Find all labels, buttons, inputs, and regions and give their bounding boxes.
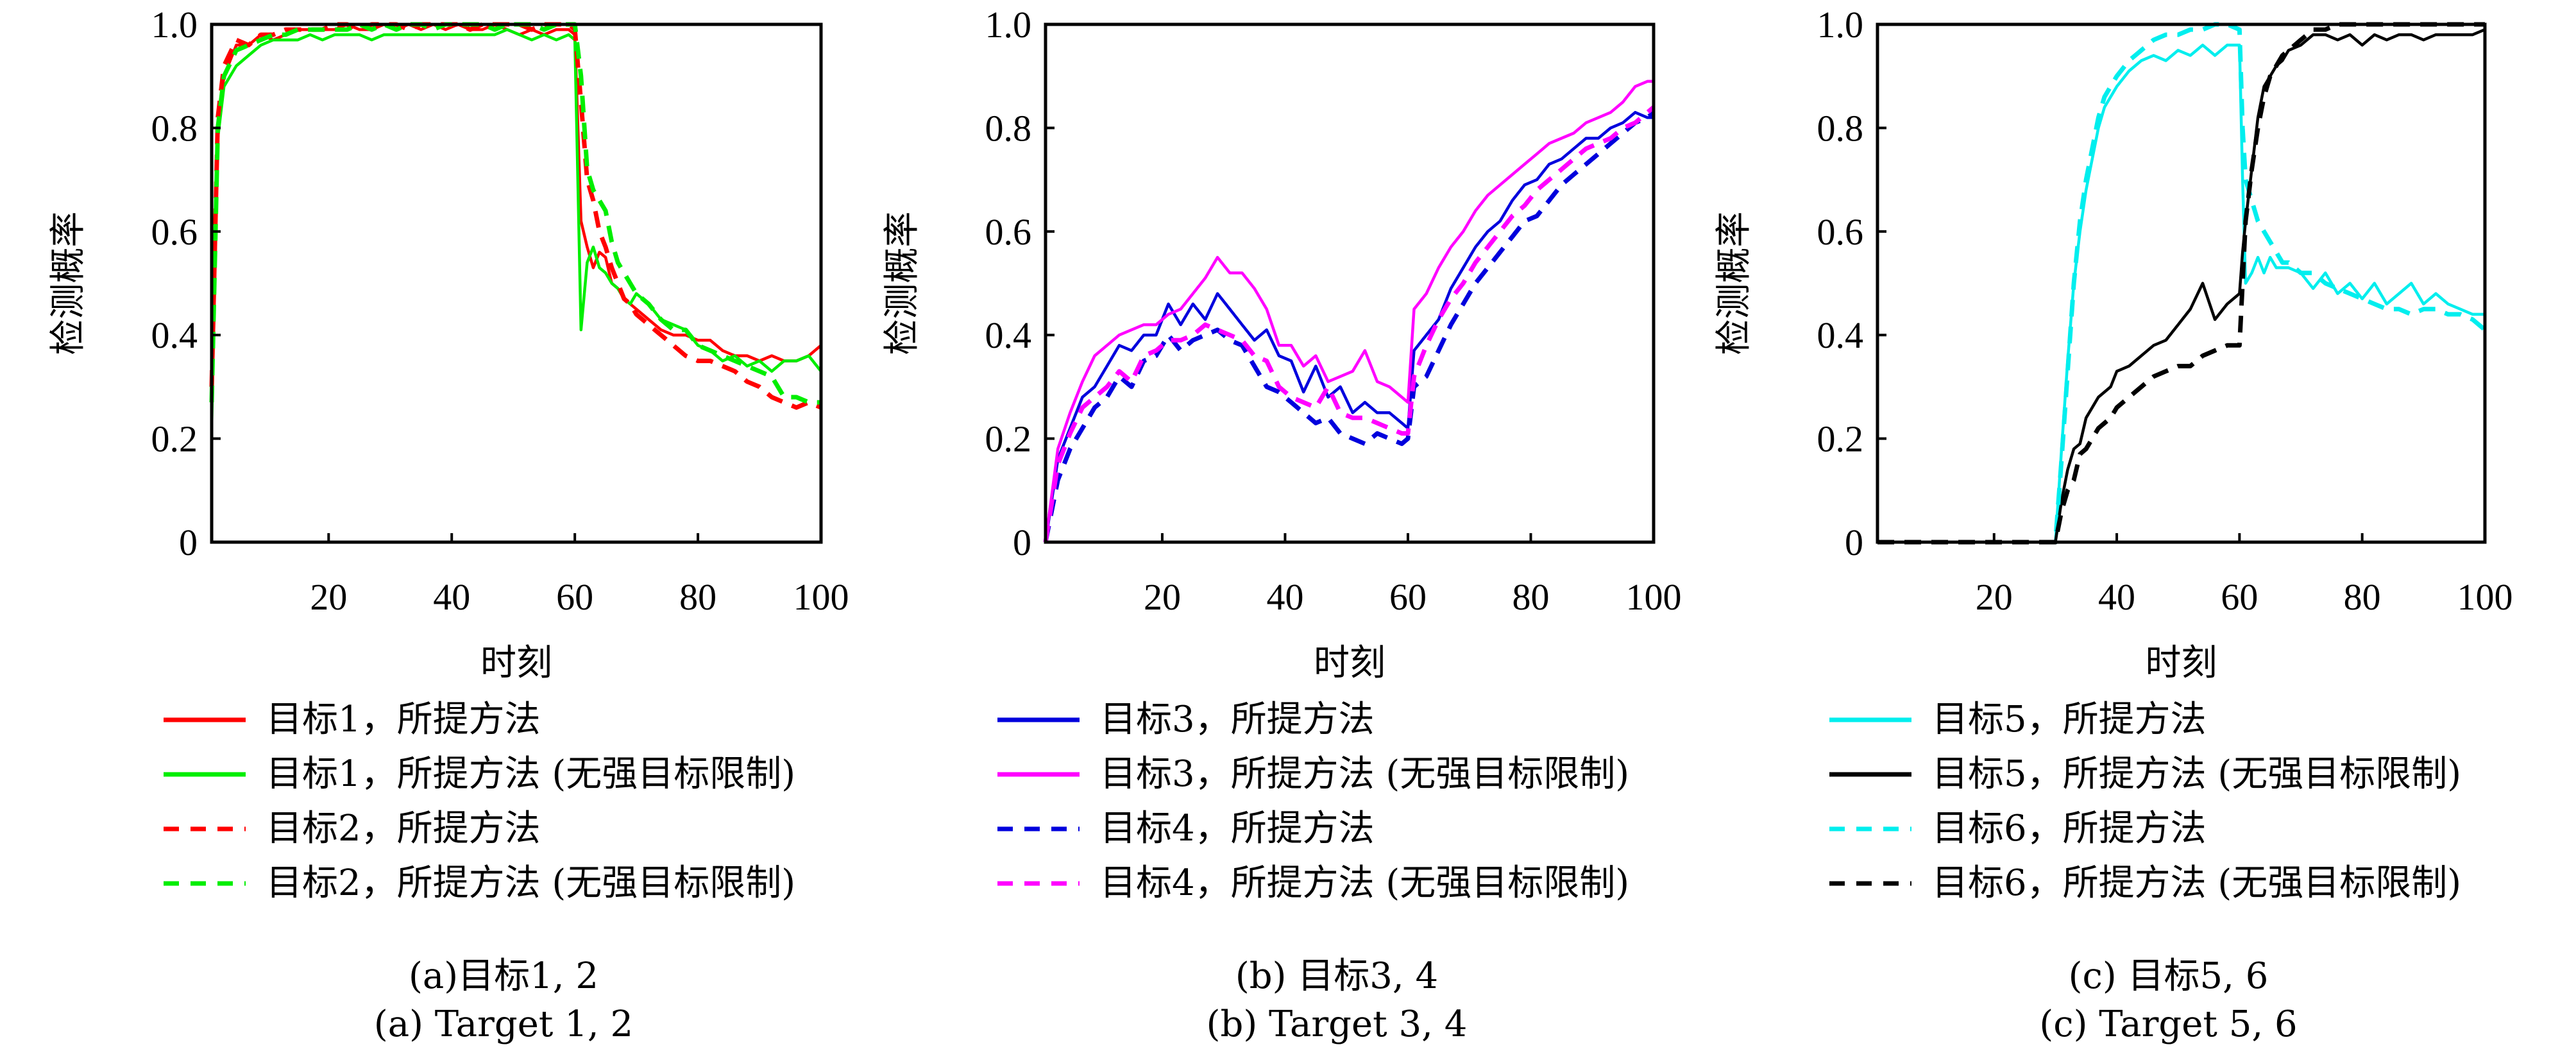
y-tick-label-b: 0 bbox=[1013, 522, 1031, 563]
panel-c: 0 0.2 0.4 0.6 0.8 1.0 20 40 60 80 100 时刻 检测概率目标5，所提方… bbox=[1713, 4, 2513, 1045]
y-axis-title-c: 检测概率 bbox=[1713, 212, 1755, 355]
caption-en-a: (a) Target 1, 2 bbox=[374, 1003, 633, 1045]
legend-label-b-2: 目标4，所提方法 bbox=[1100, 808, 1375, 849]
caption-en-b: (b) Target 3, 4 bbox=[1207, 1003, 1468, 1045]
series-line-b-2 bbox=[1043, 110, 1656, 543]
x-axis-title-a: 时刻 bbox=[480, 642, 552, 684]
x-axis-title-b: 时刻 bbox=[1314, 642, 1385, 684]
x-axis-title-c: 时刻 bbox=[2146, 642, 2217, 684]
series-line-c-1 bbox=[1877, 28, 2486, 544]
caption-cn-b: (b) 目标3, 4 bbox=[1235, 955, 1438, 997]
series-line-b-3 bbox=[1043, 105, 1656, 543]
y-axis-title-a: 检测概率 bbox=[47, 212, 89, 355]
series-line-b-1 bbox=[1044, 80, 1654, 543]
y-tick-label-c: 0.4 bbox=[1817, 314, 1864, 356]
plot-frame-b bbox=[1044, 22, 1656, 544]
x-tick-label-a: 60 bbox=[556, 576, 593, 618]
x-tick-label-c: 60 bbox=[2221, 576, 2258, 618]
x-tick-label-a: 100 bbox=[793, 576, 849, 618]
x-tick-label-b: 40 bbox=[1266, 576, 1303, 618]
plot-frame-a bbox=[210, 22, 823, 544]
y-tick-label-a: 0 bbox=[179, 522, 198, 563]
y-tick-label-c: 0.6 bbox=[1817, 211, 1864, 253]
y-tick-label-b: 0.6 bbox=[985, 211, 1032, 253]
y-tick-label-a: 0.4 bbox=[151, 314, 198, 356]
y-tick-label-a: 0.8 bbox=[151, 107, 198, 149]
legend-label-b-0: 目标3，所提方法 bbox=[1100, 699, 1375, 740]
legend-label-a-0: 目标1，所提方法 bbox=[266, 699, 541, 740]
x-tick-label-b: 20 bbox=[1144, 576, 1181, 618]
x-tick-label-b: 80 bbox=[1512, 576, 1549, 618]
y-tick-label-a: 0.6 bbox=[151, 211, 198, 253]
y-tick-label-c: 0 bbox=[1845, 522, 1863, 563]
legend-label-a-3: 目标2，所提方法 (无强目标限制) bbox=[266, 862, 795, 904]
legend-label-c-3: 目标6，所提方法 (无强目标限制) bbox=[1932, 862, 2461, 904]
series-line-b-0 bbox=[1044, 110, 1654, 543]
legend-label-c-2: 目标6，所提方法 bbox=[1932, 808, 2207, 849]
y-tick-label-b: 0.2 bbox=[985, 418, 1032, 460]
plot-frame-c bbox=[1876, 22, 2487, 544]
y-tick-label-a: 1.0 bbox=[151, 4, 198, 46]
y-tick-label-c: 0.8 bbox=[1817, 107, 1864, 149]
x-tick-label-c: 20 bbox=[1976, 576, 2013, 618]
series-line-c-0 bbox=[1877, 44, 2485, 544]
y-axis-title-b: 检测概率 bbox=[881, 212, 923, 355]
y-tick-label-c: 1.0 bbox=[1817, 4, 1864, 46]
x-tick-label-c: 100 bbox=[2457, 576, 2513, 618]
x-tick-label-b: 60 bbox=[1389, 576, 1427, 618]
legend-label-c-0: 目标5，所提方法 bbox=[1932, 699, 2207, 740]
caption-cn-a: (a)目标1, 2 bbox=[409, 955, 598, 997]
y-tick-label-b: 0.8 bbox=[985, 107, 1032, 149]
series-line-a-2 bbox=[209, 22, 822, 410]
x-tick-label-a: 20 bbox=[310, 576, 347, 618]
x-tick-label-c: 80 bbox=[2344, 576, 2381, 618]
legend-label-b-3: 目标4，所提方法 (无强目标限制) bbox=[1100, 862, 1629, 904]
x-tick-label-a: 80 bbox=[679, 576, 716, 618]
legend-label-b-1: 目标3，所提方法 (无强目标限制) bbox=[1100, 753, 1629, 795]
legend-label-a-2: 目标2，所提方法 bbox=[266, 808, 541, 849]
series-line-a-3 bbox=[209, 22, 821, 405]
x-tick-label-c: 40 bbox=[2098, 576, 2135, 618]
y-tick-label-a: 0.2 bbox=[151, 418, 198, 460]
x-tick-label-a: 40 bbox=[433, 576, 470, 618]
series-line-c-2 bbox=[1877, 22, 2487, 545]
x-tick-label-b: 100 bbox=[1626, 576, 1682, 618]
y-tick-label-c: 0.2 bbox=[1817, 418, 1864, 460]
panel-a: 0 0.2 0.4 0.6 0.8 1.0 20 40 60 80 100 时刻 检测概率目标1，所提方… bbox=[47, 4, 849, 1045]
panel-b: 0 0.2 0.4 0.6 0.8 1.0 20 40 60 80 100 时刻 检测概率目标3，所提方… bbox=[881, 4, 1682, 1045]
caption-cn-c: (c) 目标5, 6 bbox=[2069, 955, 2269, 997]
legend-label-c-1: 目标5，所提方法 (无强目标限制) bbox=[1932, 753, 2461, 795]
legend-label-a-1: 目标1，所提方法 (无强目标限制) bbox=[266, 753, 795, 795]
series-line-c-3 bbox=[1877, 22, 2485, 545]
series-line-a-0 bbox=[210, 22, 822, 413]
y-tick-label-b: 1.0 bbox=[985, 4, 1032, 46]
caption-en-c: (c) Target 5, 6 bbox=[2039, 1003, 2297, 1045]
y-tick-label-b: 0.4 bbox=[985, 314, 1032, 356]
